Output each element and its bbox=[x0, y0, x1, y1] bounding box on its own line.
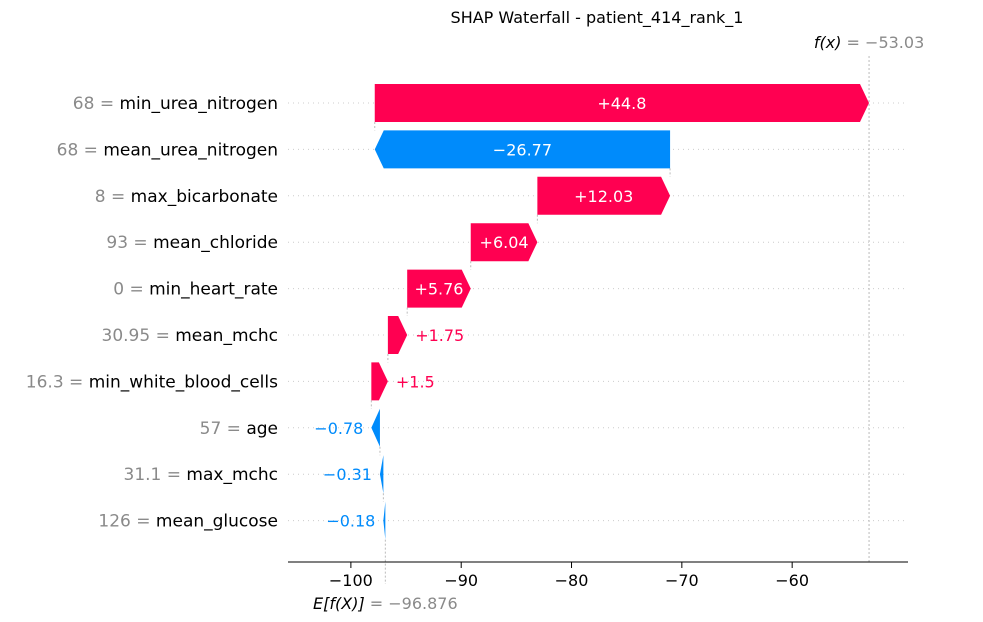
bar-value-label: −0.18 bbox=[326, 512, 375, 531]
feature-name: max_mchc bbox=[186, 465, 278, 485]
feature-label: 57 = age bbox=[200, 419, 278, 439]
bar-value-label: +6.04 bbox=[480, 233, 529, 252]
waterfall-bar bbox=[470, 223, 538, 262]
waterfall-bar bbox=[371, 362, 388, 401]
feature-label: 68 = mean_urea_nitrogen bbox=[57, 140, 278, 160]
feature-value: 8 = bbox=[95, 187, 131, 207]
feature-name: max_bicarbonate bbox=[131, 187, 278, 207]
waterfall-bar bbox=[379, 455, 384, 494]
bar-value-label: −0.31 bbox=[323, 465, 372, 484]
feature-label: 68 = min_urea_nitrogen bbox=[73, 94, 278, 114]
waterfall-bar bbox=[407, 269, 471, 308]
feature-name: min_heart_rate bbox=[149, 280, 278, 300]
feature-label: 0 = min_heart_rate bbox=[113, 280, 278, 300]
feature-value: 31.1 = bbox=[124, 465, 187, 485]
bar-value-label: +1.75 bbox=[415, 326, 464, 345]
chart-title: SHAP Waterfall - patient_414_rank_1 bbox=[451, 8, 744, 28]
feature-value: 0 = bbox=[113, 280, 149, 300]
feature-name: mean_mchc bbox=[175, 326, 278, 346]
feature-label: 30.95 = mean_mchc bbox=[102, 326, 278, 346]
waterfall-bar bbox=[371, 408, 380, 447]
efx-symbol: E[f(X)] bbox=[313, 594, 365, 613]
x-tick-label: −100 bbox=[329, 571, 373, 590]
x-tick-label: −80 bbox=[555, 571, 589, 590]
feature-value: 30.95 = bbox=[102, 326, 176, 346]
feature-label: 126 = mean_glucose bbox=[98, 512, 278, 532]
waterfall-bar bbox=[383, 501, 386, 540]
feature-name: min_white_blood_cells bbox=[89, 372, 278, 392]
feature-label: 8 = max_bicarbonate bbox=[95, 187, 278, 207]
fx-value: = −53.03 bbox=[841, 33, 924, 52]
feature-name: min_urea_nitrogen bbox=[119, 94, 278, 114]
waterfall-bar bbox=[387, 316, 408, 354]
feature-value: 16.3 = bbox=[26, 372, 89, 392]
x-tick-label: −60 bbox=[775, 571, 809, 590]
bar-value-label: +5.76 bbox=[414, 280, 463, 299]
waterfall-bar bbox=[374, 84, 869, 122]
x-tick-label: −70 bbox=[665, 571, 699, 590]
bar-value-label: −0.78 bbox=[314, 419, 363, 438]
bar-value-label: −26.77 bbox=[493, 140, 552, 159]
feature-value: 126 = bbox=[98, 512, 156, 532]
bar-value-label: +12.03 bbox=[574, 187, 633, 206]
efx-annotation: E[f(X)] = −96.876 bbox=[313, 594, 458, 613]
waterfall-bar bbox=[537, 176, 671, 215]
efx-value: = −96.876 bbox=[365, 594, 458, 613]
feature-label: 16.3 = min_white_blood_cells bbox=[26, 372, 278, 392]
feature-value: 93 = bbox=[106, 233, 153, 253]
feature-name: mean_glucose bbox=[156, 512, 278, 532]
feature-label: 93 = mean_chloride bbox=[106, 233, 278, 253]
feature-value: 57 = bbox=[200, 419, 247, 439]
fx-symbol: f(x) bbox=[814, 33, 842, 52]
feature-value: 68 = bbox=[57, 140, 104, 160]
feature-name: mean_urea_nitrogen bbox=[103, 140, 278, 160]
fx-annotation: f(x) = −53.03 bbox=[814, 33, 924, 52]
bar-value-label: +1.5 bbox=[396, 372, 435, 391]
feature-name: age bbox=[246, 419, 278, 439]
waterfall-bar bbox=[374, 130, 671, 169]
bar-value-label: +44.8 bbox=[597, 94, 646, 113]
feature-name: mean_chloride bbox=[153, 233, 278, 253]
x-tick-label: −90 bbox=[444, 571, 478, 590]
feature-label: 31.1 = max_mchc bbox=[124, 465, 278, 485]
feature-value: 68 = bbox=[73, 94, 120, 114]
